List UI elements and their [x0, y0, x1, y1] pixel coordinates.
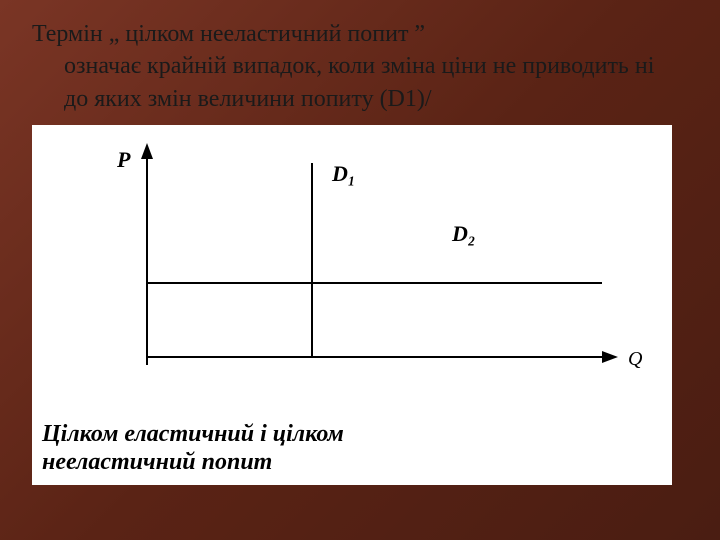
chart-card: P Q D₁ D₂ Цілком еластичний і цілком нее…	[32, 125, 672, 485]
d1-label: D₁	[331, 161, 356, 186]
x-axis-label: Q	[628, 348, 643, 370]
y-axis-label: P	[116, 147, 131, 172]
caption-line1: Цілком еластичний і цілком	[42, 421, 344, 447]
d2-label: D₂	[451, 221, 476, 246]
x-arrow	[602, 351, 618, 363]
body-text-line1: Термін „ цілком нееластичний попит ”	[32, 18, 680, 50]
slide: Термін „ цілком нееластичний попит ” озн…	[0, 0, 720, 503]
body-text-rest: означає крайній випадок, коли зміна ціни…	[32, 50, 680, 115]
elasticity-chart: P Q D₁ D₂	[32, 125, 672, 417]
y-arrow	[141, 143, 153, 159]
chart-caption: Цілком еластичний і цілком нееластичний …	[32, 417, 672, 484]
caption-line2: нееластичний попит	[42, 449, 272, 475]
body-text: Термін „ цілком нееластичний попит ” озн…	[28, 18, 692, 115]
